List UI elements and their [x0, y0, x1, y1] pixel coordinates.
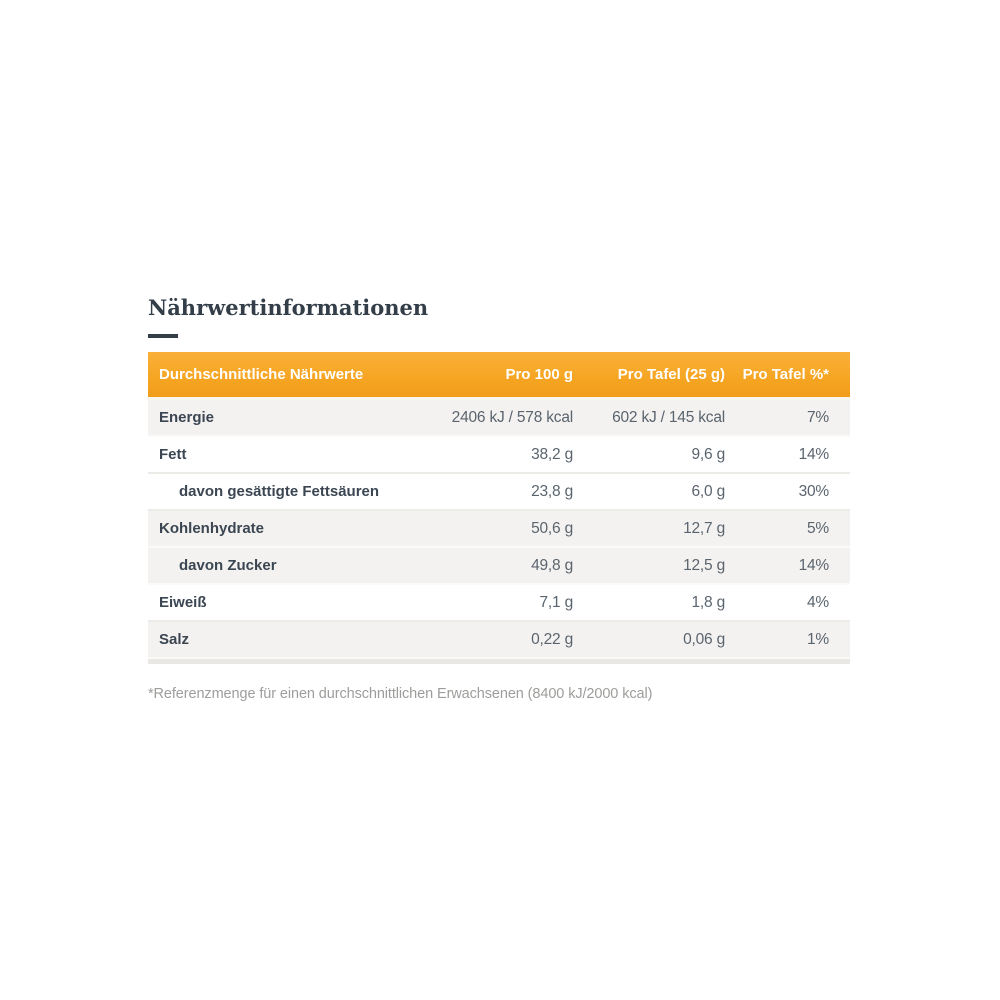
- row-value-per-tafel: 9,6 g: [691, 445, 726, 463]
- row-value-per-tafel: 1,8 g: [691, 593, 726, 611]
- row-label: Salz: [159, 631, 190, 648]
- row-label: Fett: [159, 446, 187, 463]
- row-value-per-100g: 0,22 g: [531, 630, 573, 648]
- table-row-salz: Salz 0,22 g 0,06 g 1%: [148, 622, 850, 659]
- row-value-per-100g: 49,8 g: [531, 556, 573, 574]
- header-nutrients: Durchschnittliche Nährwerte: [159, 366, 364, 383]
- row-label: Kohlenhydrate: [159, 520, 265, 537]
- row-value-per-100g: 50,6 g: [531, 519, 573, 537]
- row-value-per-100g: 23,8 g: [531, 482, 573, 500]
- row-value-percent: 14%: [798, 556, 830, 574]
- header-per-tafel-percent: Pro Tafel %*: [742, 366, 829, 383]
- row-value-percent: 7%: [806, 408, 829, 426]
- row-label: Eiweiß: [159, 594, 207, 611]
- table-row-eiweiss: Eiweiß 7,1 g 1,8 g 4%: [148, 585, 850, 622]
- header-per-tafel: Pro Tafel (25 g): [617, 366, 725, 383]
- row-value-per-100g: 2406 kJ / 578 kcal: [451, 408, 574, 426]
- row-value-percent: 30%: [798, 482, 830, 500]
- row-value-percent: 14%: [798, 445, 830, 463]
- row-value-percent: 5%: [806, 519, 829, 537]
- row-value-per-tafel: 0,06 g: [683, 630, 725, 648]
- row-label: Energie: [159, 409, 215, 426]
- nutrition-table: Durchschnittliche Nährwerte Pro 100 g Pr…: [148, 352, 850, 664]
- row-value-per-tafel: 602 kJ / 145 kcal: [612, 408, 725, 426]
- title-underline: [148, 334, 178, 338]
- row-value-per-100g: 38,2 g: [531, 445, 573, 463]
- row-value-per-100g: 7,1 g: [539, 593, 574, 611]
- row-value-per-tafel: 12,7 g: [683, 519, 725, 537]
- row-label: davon Zucker: [179, 557, 277, 574]
- table-row-energie: Energie 2406 kJ / 578 kcal 602 kJ / 145 …: [148, 400, 850, 437]
- page-title: Nährwertinformationen: [148, 295, 429, 320]
- table-bottom-border: [148, 659, 850, 664]
- header-per-100g: Pro 100 g: [505, 366, 573, 383]
- row-value-per-tafel: 12,5 g: [683, 556, 725, 574]
- table-row-zucker: davon Zucker 49,8 g 12,5 g 14%: [148, 548, 850, 585]
- row-value-per-tafel: 6,0 g: [691, 482, 726, 500]
- nutrition-section: Nährwertinformationen Durchschnittliche …: [148, 297, 850, 702]
- row-value-percent: 4%: [806, 593, 829, 611]
- reference-footnote: *Referenzmenge für einen durchschnittlic…: [148, 686, 653, 702]
- table-row-kohlenhydrate: Kohlenhydrate 50,6 g 12,7 g 5%: [148, 511, 850, 548]
- table-row-gesaettigte-fettsaeuren: davon gesättigte Fettsäuren 23,8 g 6,0 g…: [148, 474, 850, 511]
- table-header-row: Durchschnittliche Nährwerte Pro 100 g Pr…: [148, 352, 850, 400]
- row-value-percent: 1%: [806, 630, 829, 648]
- row-label: davon gesättigte Fettsäuren: [179, 483, 380, 500]
- table-row-fett: Fett 38,2 g 9,6 g 14%: [148, 437, 850, 474]
